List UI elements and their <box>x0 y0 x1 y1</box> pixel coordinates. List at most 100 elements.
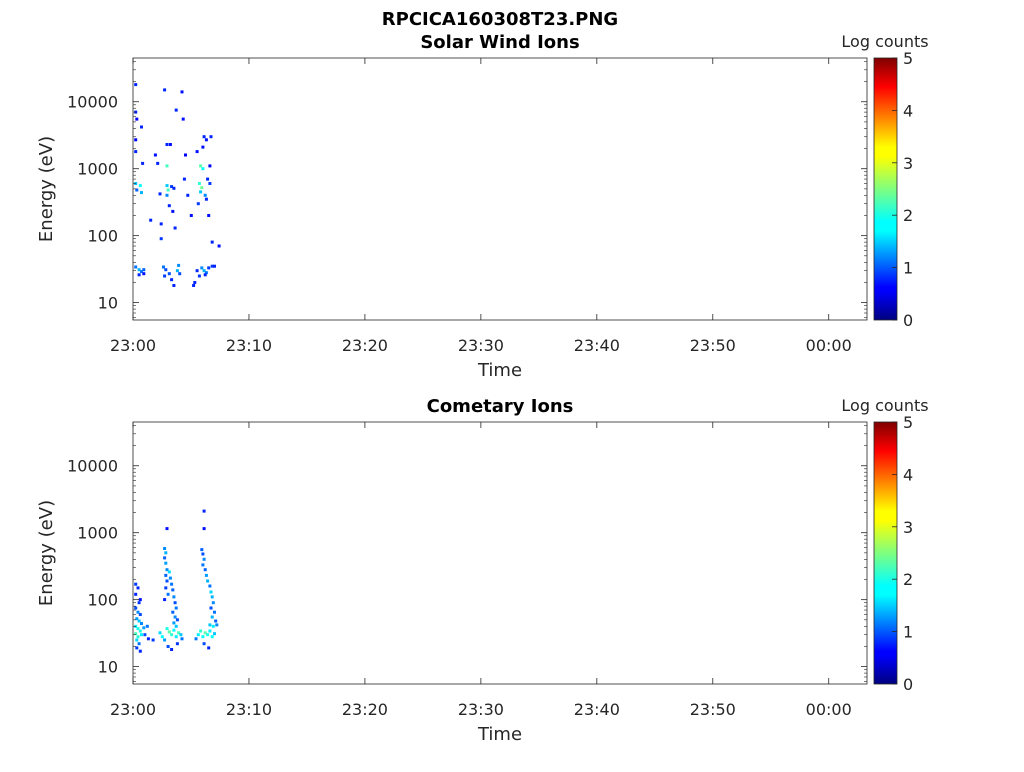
data-cell <box>173 615 177 619</box>
data-cell <box>179 633 183 637</box>
data-cell <box>207 646 211 650</box>
panel-title: Cometary Ions <box>427 396 574 417</box>
data-cell <box>136 627 140 631</box>
data-cell <box>217 244 221 248</box>
data-cell <box>201 145 205 149</box>
data-cell <box>171 209 175 213</box>
data-cell <box>163 274 167 278</box>
data-cell <box>196 633 200 637</box>
x-tick-label: 23:20 <box>342 336 388 355</box>
data-cell <box>156 161 160 165</box>
data-cell <box>165 627 169 631</box>
data-cell <box>186 193 190 197</box>
x-tick-label: 23:50 <box>690 700 736 719</box>
data-cell <box>137 268 141 272</box>
x-tick-label: 23:00 <box>110 336 156 355</box>
data-cell <box>171 588 175 592</box>
data-cell <box>170 633 174 637</box>
colorbar-tick-label: 4 <box>903 101 913 120</box>
data-cell <box>208 164 212 168</box>
data-cell <box>166 592 170 596</box>
data-cell <box>180 90 184 94</box>
data-cell <box>167 630 171 634</box>
x-tick-label: 23:00 <box>110 700 156 719</box>
data-cell <box>165 143 169 146</box>
data-cell <box>151 638 155 642</box>
data-cell <box>202 269 206 273</box>
data-cell <box>167 272 171 276</box>
data-cell <box>184 153 187 157</box>
data-cell <box>206 177 210 181</box>
data-cell <box>134 265 138 269</box>
data-cell <box>165 568 169 572</box>
data-cell <box>211 624 215 628</box>
data-cell <box>134 138 138 142</box>
data-cell <box>210 240 214 244</box>
data-cell <box>163 598 167 602</box>
data-cell <box>177 263 181 267</box>
data-cell <box>199 629 203 633</box>
y-axis-label: Energy (eV) <box>36 136 57 242</box>
data-cell <box>208 182 212 185</box>
solar-wind-ions-panel: Solar Wind Ions 23:00 23:10 23:20 23:30 23:40… <box>36 32 929 381</box>
data-cell <box>162 265 165 269</box>
x-axis-label: Time <box>477 360 522 381</box>
data-cell <box>163 88 167 92</box>
colorbar-tick-label: 0 <box>903 311 913 330</box>
data-cell <box>178 272 182 276</box>
data-cell <box>201 552 205 556</box>
colorbar-tick-label: 2 <box>903 206 913 225</box>
data-cell <box>163 547 167 550</box>
data-cell <box>137 642 141 646</box>
colorbar-tick-label: 5 <box>903 49 913 68</box>
colorbar-tick-label: 0 <box>903 675 913 694</box>
data-cell <box>196 202 200 206</box>
data-cell <box>140 633 143 637</box>
data-cell <box>208 623 212 627</box>
data-cell <box>175 269 179 273</box>
data-cell <box>208 629 212 633</box>
data-cell <box>134 592 138 596</box>
data-cell <box>189 214 193 217</box>
data-cell <box>175 642 179 646</box>
x-tick-label: 23:30 <box>458 336 504 355</box>
data-cell <box>197 182 201 185</box>
data-cell <box>172 595 176 599</box>
data-cell <box>134 606 138 610</box>
data-cell <box>164 573 168 577</box>
data-cell <box>204 138 208 142</box>
colorbar-tick-label: 4 <box>903 465 913 484</box>
data-cell <box>165 164 169 168</box>
data-cell <box>135 646 139 650</box>
data-cell <box>207 266 211 270</box>
data-cell <box>175 618 179 622</box>
data-cell <box>210 595 214 599</box>
data-cell <box>159 222 163 226</box>
data-cell <box>203 568 207 572</box>
plot-area <box>133 58 867 320</box>
data-cell <box>170 278 174 282</box>
data-cell <box>173 226 177 230</box>
data-cell <box>197 274 201 278</box>
data-cell <box>204 271 208 275</box>
data-cell <box>195 150 199 154</box>
colorbar-tick-label: 5 <box>903 413 913 432</box>
x-tick-label: 00:00 <box>806 700 852 719</box>
data-cell <box>146 637 150 641</box>
data-cell <box>202 509 206 513</box>
data-cell <box>170 185 174 189</box>
colorbar-tick-label: 1 <box>903 623 913 642</box>
data-cell <box>174 606 178 610</box>
data-cell <box>145 624 149 628</box>
data-cell <box>137 619 141 623</box>
data-cell <box>181 117 185 121</box>
data-cell <box>138 649 142 653</box>
data-cell <box>208 584 212 588</box>
data-cell <box>200 186 204 190</box>
data-cell <box>163 556 167 560</box>
data-cell <box>172 186 176 190</box>
colorbar-label: Log counts <box>841 32 928 51</box>
data-cell <box>170 582 174 586</box>
data-cell <box>194 637 198 641</box>
